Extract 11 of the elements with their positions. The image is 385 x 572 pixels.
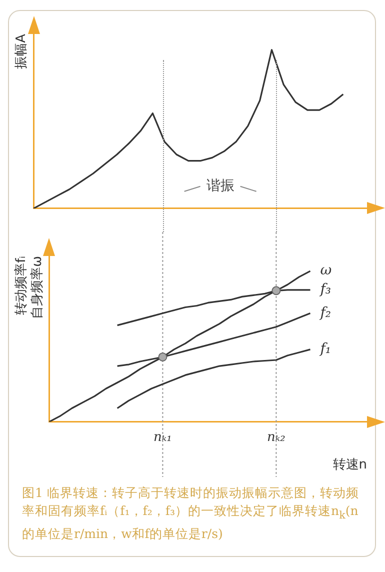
y-axis-title: 振幅A <box>14 34 30 69</box>
annotation: 谐振 <box>206 178 234 194</box>
series-label: ω <box>320 262 332 279</box>
x-tick-label: nₖ₁ <box>154 430 172 445</box>
series-label: f₁ <box>319 341 332 358</box>
y-axis-title: 转动频率fᵢ 自身频率ω <box>13 256 45 319</box>
series-label: f₃ <box>319 282 332 298</box>
series-label: f₂ <box>319 304 332 321</box>
text: 图1 临界转速：转子高于转速时的振动振幅示意图，转动频率和固有频率fᵢ（f₁，f₂，f₃）的一致性决定了临界转速n$_{k}$(n的单位是r/min，w和f的单位是r/s) <box>22 485 359 540</box>
x-tick-label: nₖ₂ <box>267 430 286 445</box>
x-axis-title: 转速n <box>332 458 367 473</box>
